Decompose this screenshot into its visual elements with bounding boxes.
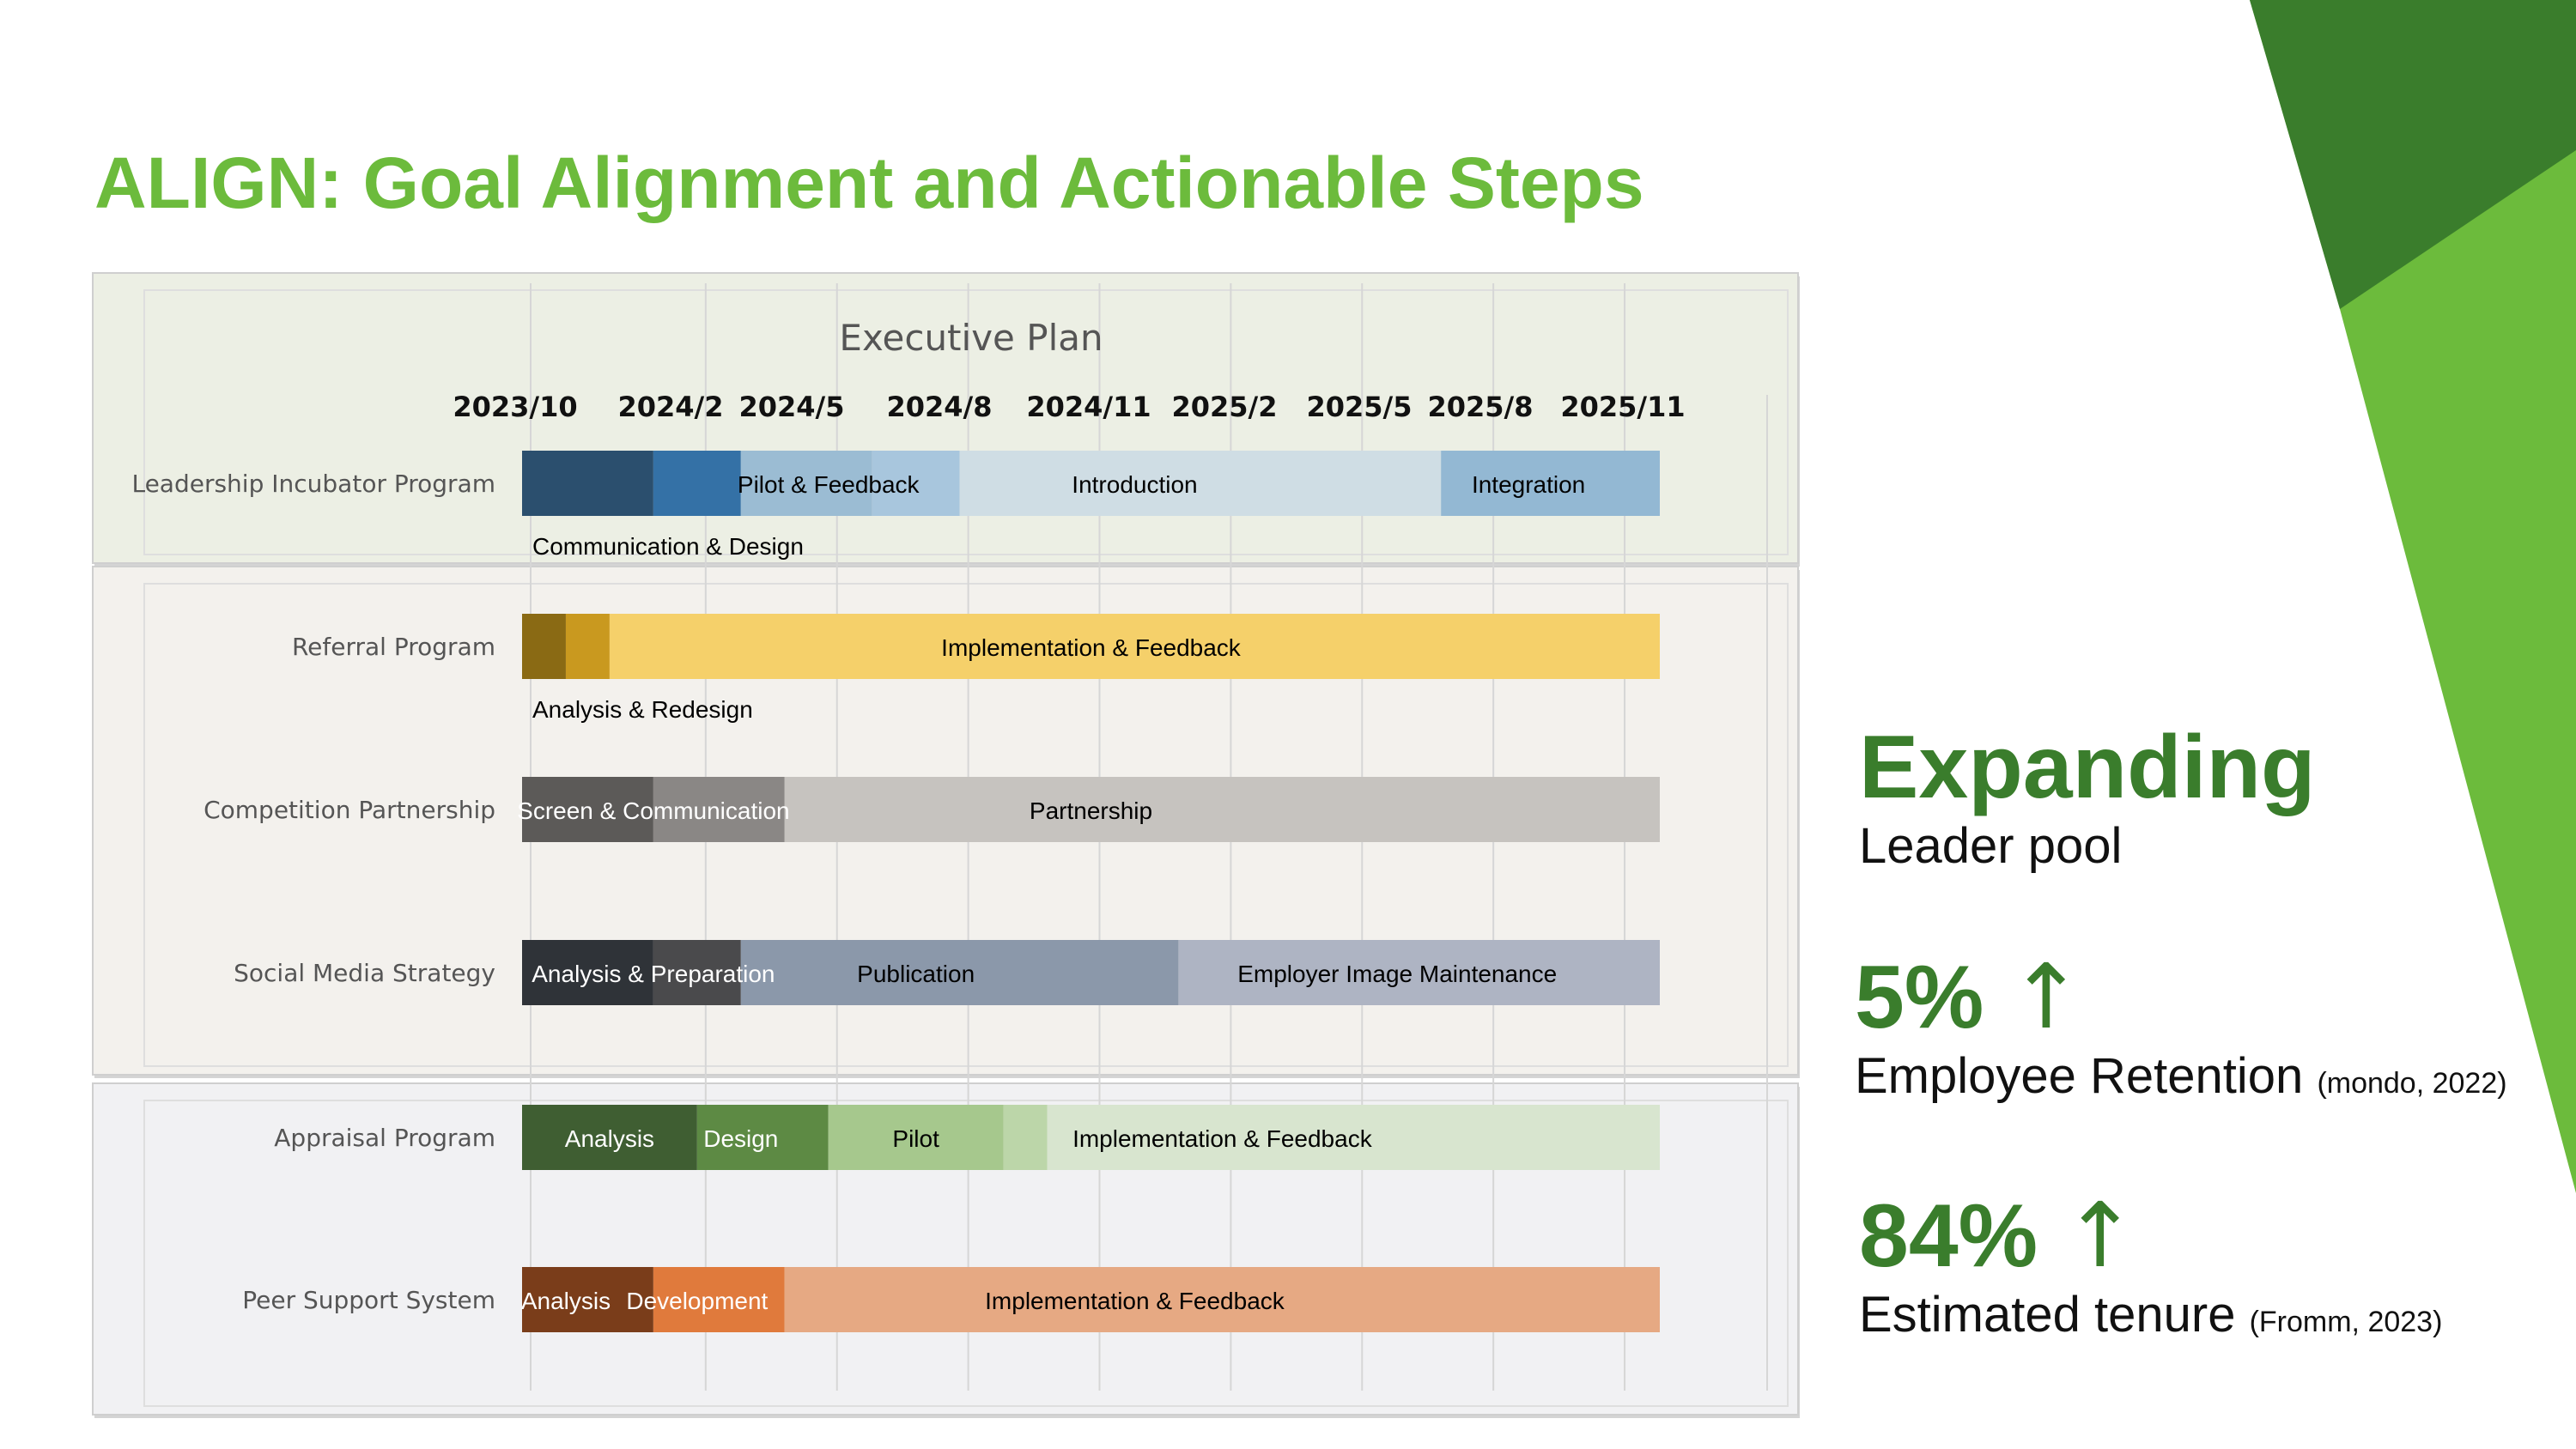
gantt-task-bar [653,940,741,1005]
panel-inner-border [143,583,1789,1067]
gantt-task-bar [565,614,610,679]
task-label: Analysis & Redesign [532,696,753,723]
task-label: Development [626,1288,768,1314]
task-label: Publication [857,961,975,987]
x-tick-label: 2025/2 [1171,391,1277,423]
gantt-task-bar [828,1105,1004,1170]
x-tick-label: 2024/11 [1026,391,1151,423]
task-label: Introduction [1072,471,1197,498]
gantt-row: Referral Program Implementation & Feedbac… [292,614,1660,723]
gantt-task-bar [609,614,1660,679]
gantt-row: Competition Partnership Screen & Communic… [204,777,1660,842]
task-label: Analysis [565,1125,654,1152]
light-green-wedge [2250,0,2576,1193]
tenure-caption: Estimated tenure (Fromm, 2023) [1859,1286,2442,1343]
gantt-task-bar [522,940,653,1005]
gantt-task-bar [653,1267,785,1332]
row-label: Peer Support System [242,1286,495,1314]
x-tick-label: 2024/8 [886,391,992,423]
row-label: Referral Program [292,633,495,661]
gantt-task-bar [522,451,653,516]
gantt-task-bar [522,1105,697,1170]
tenure-citation: (Fromm, 2023) [2249,1306,2443,1338]
gantt-task-bar [1178,940,1660,1005]
x-tick-label: 2025/8 [1427,391,1533,423]
tenure-label: Estimated tenure [1859,1287,2236,1343]
panel-inner-border [143,289,1789,555]
gantt-task-bar [740,451,872,516]
task-label: Implementation & Feedback [985,1288,1285,1314]
gantt-task-bar [522,1267,653,1332]
gantt-task-bar [1003,1105,1048,1170]
gantt-task-bar [740,940,1179,1005]
gantt-task-bar [653,777,785,842]
task-label: Communication & Design [532,533,804,560]
gantt-task-bar [653,451,741,516]
task-label: Analysis & Preparation [532,961,775,987]
gantt-task-bar [522,777,653,842]
gantt-task-bar [1047,1105,1660,1170]
gantt-task-bar [522,614,566,679]
x-tick-label: 2023/10 [453,391,577,423]
retention-label: Employee Retention [1855,1048,2304,1104]
x-tick-label: 2024/2 [617,391,723,423]
gantt-row: Peer Support System Analysis Development Im… [242,1267,1660,1332]
gantt-row: Social Media Strategy Analysis & Preparat… [234,940,1660,1005]
gantt-task-bar [784,777,1660,842]
row-label: Competition Partnership [204,796,495,824]
task-label: Design [703,1125,778,1152]
retention-caption: Employee Retention (mondo, 2022) [1855,1047,2507,1105]
page-title: ALIGN: Goal Alignment and Actionable Ste… [94,142,1644,223]
task-label: Pilot & Feedback [738,471,920,498]
dark-green-wedge [2250,0,2576,309]
tenure-stat: 84% ↑ [1859,1183,2137,1288]
row-label: Social Media Strategy [234,959,495,987]
gantt-task-bar [696,1105,829,1170]
up-arrow-icon: ↑ [2063,1183,2138,1288]
x-tick-label: 2025/11 [1560,391,1685,423]
panel-inner-border [143,1100,1789,1407]
expanding-headline: Expanding [1859,718,2316,817]
task-label: Integration [1472,471,1585,498]
task-label: Implementation & Feedback [941,634,1242,661]
tenure-value: 84% [1859,1186,2038,1286]
retention-citation: (mondo, 2022) [2317,1067,2507,1100]
expanding-label: Leader pool [1859,818,2123,874]
task-label: Partnership [1030,797,1152,824]
gantt-row: Leadership Incubator Program Pilot & Feed… [131,451,1660,560]
retention-stat: 5% ↑ [1855,944,2083,1049]
task-label: Implementation & Feedback [1072,1125,1373,1152]
row-label: Appraisal Program [274,1124,495,1152]
task-label: Analysis [521,1288,611,1314]
task-label: Screen & Communication [517,797,789,824]
task-label: Pilot [892,1125,939,1152]
chart-title: Executive Plan [839,317,1103,359]
up-arrow-icon: ↑ [2008,944,2084,1049]
row-label: Leadership Incubator Program [131,470,495,498]
gantt-task-bar [872,451,960,516]
gantt-task-bar [959,451,1442,516]
task-label: Employer Image Maintenance [1237,961,1557,987]
gantt-row: Appraisal Program Analysis Design Pilot Impl… [274,1105,1660,1170]
gantt-task-bar [1441,451,1660,516]
x-tick-label: 2025/5 [1306,391,1412,423]
gantt-task-bar [784,1267,1660,1332]
x-tick-label: 2024/5 [738,391,844,423]
retention-value: 5% [1855,948,1984,1047]
